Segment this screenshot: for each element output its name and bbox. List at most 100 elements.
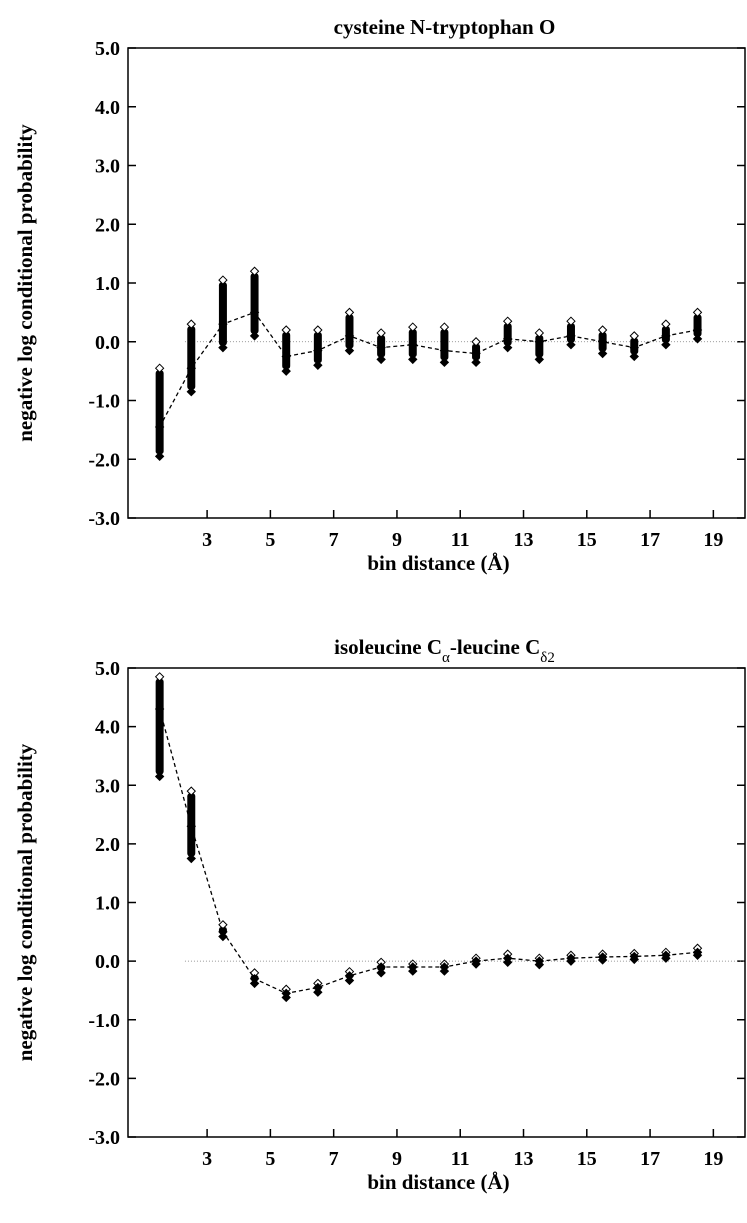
data-point-marker [692, 307, 703, 318]
bin-column [154, 363, 165, 462]
x-tick-label: 15 [577, 1148, 597, 1170]
data-point-marker [439, 962, 450, 972]
bin-range-bar [282, 332, 291, 370]
plot-frame [127, 667, 746, 1138]
data-point-marker [281, 325, 291, 335]
bin-column [566, 316, 576, 350]
bin-column [502, 316, 513, 353]
data-point-marker [439, 357, 450, 368]
bin-range-bar [187, 326, 196, 390]
bin-column [629, 331, 639, 362]
bin-column [597, 325, 608, 359]
x-tick-label: 19 [703, 529, 723, 551]
bin-column [597, 949, 608, 965]
bin-column [471, 953, 481, 969]
data-point-marker [534, 354, 545, 365]
chart-panel-1: cysteine N-tryptophan O 5.0 4.0 3.0 2.0 1.0 0.… [13, 15, 746, 575]
y-tick-label: -2.0 [88, 449, 120, 471]
data-point-marker [629, 331, 639, 341]
data-point-marker [154, 422, 165, 432]
chart-title: isoleucine Cα-leucine Cδ2 [334, 635, 555, 666]
y-tick-label: -3.0 [88, 508, 120, 530]
bin-column [692, 943, 703, 960]
bin-column [344, 307, 355, 356]
bin-column [376, 957, 386, 978]
data-point-marker [281, 988, 291, 999]
y-tick-label: 5.0 [95, 658, 120, 680]
data-point-marker [186, 821, 196, 831]
y-tick-label: 4.0 [95, 97, 120, 119]
x-tick-label: 13 [514, 529, 534, 551]
bin-column [154, 672, 165, 782]
x-tick-label: 11 [451, 1148, 470, 1170]
data-point-marker [692, 947, 703, 958]
bin-column [534, 953, 545, 970]
bin-range-bar [155, 678, 164, 775]
data-point-marker [534, 956, 545, 966]
y-tick-label: -1.0 [88, 391, 120, 413]
data-point-marker [313, 360, 323, 370]
bin-column [186, 786, 196, 864]
data-point-marker [439, 322, 450, 332]
bin-column [439, 322, 450, 368]
data-point-marker [661, 319, 671, 329]
data-point-marker [154, 771, 165, 782]
y-tick-label: 5.0 [95, 38, 120, 60]
x-tick-label: 5 [265, 1148, 275, 1170]
bin-column [313, 978, 323, 997]
x-tick-label: 9 [392, 529, 402, 551]
bin-column [534, 328, 545, 365]
data-point-marker [534, 337, 545, 347]
y-tick-label: 2.0 [95, 214, 120, 236]
y-tick-label: 1.0 [95, 273, 120, 295]
bin-range-bar [250, 273, 259, 334]
bin-column [186, 319, 196, 397]
y-axis-label: negative log conditional probability [13, 124, 37, 442]
data-point-marker [566, 339, 576, 350]
data-point-marker [471, 348, 481, 359]
bin-column [313, 325, 323, 370]
bin-column [661, 947, 671, 963]
data-point-marker [313, 982, 323, 993]
data-point-marker [344, 345, 355, 356]
data-point-marker [249, 266, 260, 276]
data-point-marker [154, 672, 165, 682]
data-point-marker [661, 950, 671, 960]
y-tick-label: 0.0 [95, 951, 120, 973]
x-tick-label: 13 [514, 1148, 534, 1170]
data-point-marker [281, 366, 291, 376]
data-point-marker [186, 386, 196, 397]
data-point-marker [661, 339, 671, 350]
data-point-marker [597, 952, 608, 962]
chart-title: cysteine N-tryptophan O [334, 15, 556, 39]
x-tick-label: 11 [451, 529, 470, 551]
x-tick-label: 17 [640, 529, 660, 551]
data-point-marker [154, 363, 165, 373]
y-tick-label: 3.0 [95, 156, 120, 178]
data-point-marker [471, 357, 481, 368]
data-point-marker [249, 331, 260, 341]
bin-column [692, 307, 703, 344]
x-tick-label: 7 [329, 1148, 339, 1170]
data-point-marker [376, 328, 386, 338]
y-axis-label: negative log conditional probability [13, 743, 37, 1061]
data-point-marker [566, 316, 576, 326]
bin-column [376, 328, 386, 365]
y-tick-label: -2.0 [88, 1068, 120, 1090]
y-tick-label: 3.0 [95, 775, 120, 797]
data-point-marker [408, 962, 418, 972]
data-point-marker [661, 331, 671, 341]
y-tick-label: -1.0 [88, 1010, 120, 1032]
data-point-marker [313, 325, 323, 335]
data-point-marker [566, 331, 576, 341]
y-tick-label: 2.0 [95, 834, 120, 856]
data-point-marker [376, 342, 386, 353]
x-tick-label: 15 [577, 529, 597, 551]
data-point-marker [186, 853, 196, 864]
data-point-marker [502, 316, 513, 326]
data-point-marker [249, 974, 260, 984]
bin-column [408, 959, 418, 976]
data-point-marker [376, 968, 386, 978]
mean-series-line [159, 708, 698, 995]
data-point-marker [408, 322, 418, 332]
